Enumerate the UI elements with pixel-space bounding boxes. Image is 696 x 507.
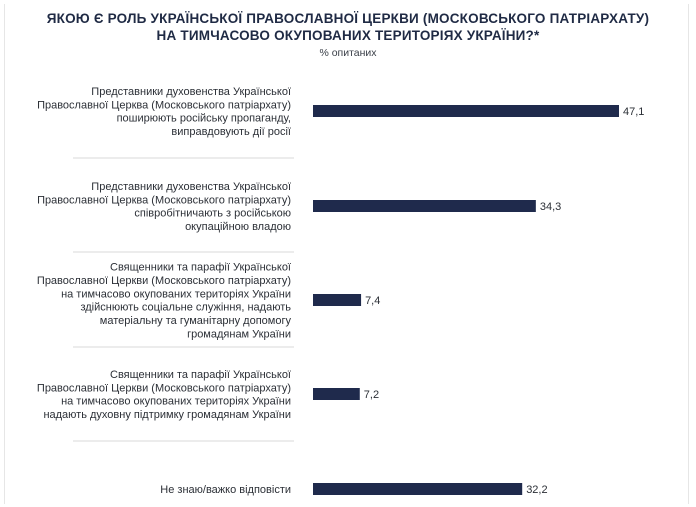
bar bbox=[313, 200, 536, 212]
category-label-line: матеріальну та гуманітарну допомогу bbox=[100, 315, 292, 327]
category-label-line: окупаційною владою bbox=[185, 221, 291, 233]
category-label: Представники духовенства Української Прав… bbox=[37, 86, 291, 138]
category-label: Священники та парафії Української Правосл… bbox=[37, 369, 291, 421]
chart-title: ЯКОЮ Є РОЛЬ УКРАЇНСЬКОЇ ПРАВОСЛАВНОЇ ЦЕР… bbox=[0, 10, 696, 44]
category-label-line: громадянам України bbox=[187, 329, 291, 341]
bar bbox=[313, 294, 362, 306]
chart-title-line-1: ЯКОЮ Є РОЛЬ УКРАЇНСЬКОЇ ПРАВОСЛАВНОЇ ЦЕР… bbox=[46, 11, 650, 26]
category-label: Священники та парафії Української Правосл… bbox=[37, 262, 292, 341]
category-label-line: надають духовну підтримку громадянам Укр… bbox=[43, 409, 291, 421]
chart-title-line-2: НА ТИМЧАСОВО ОКУПОВАНИХ ТЕРИТОРІЯХ УКРАЇ… bbox=[156, 28, 540, 43]
category-label: Не знаю/важко відповісти bbox=[160, 484, 291, 496]
category-label-line: Православної Церква (Московського патріа… bbox=[37, 194, 291, 206]
value-label: 47,1 bbox=[623, 106, 644, 118]
category-label-line: Священники та парафії Української bbox=[110, 369, 291, 381]
bar bbox=[313, 105, 619, 117]
category-label-line: Православної Церква (Московського патріа… bbox=[37, 99, 291, 111]
category-label: Представники духовенства Української Прав… bbox=[37, 181, 291, 233]
category-label-line: поширюють російську пропаганду, bbox=[117, 113, 291, 125]
category-label-line: Священники та парафії Української bbox=[110, 262, 291, 274]
value-label: 7,2 bbox=[364, 389, 379, 401]
bar bbox=[313, 483, 523, 495]
category-label-line: Православної Церкви (Московського патріа… bbox=[37, 382, 291, 394]
bar bbox=[313, 388, 360, 400]
value-label: 34,3 bbox=[540, 201, 561, 213]
category-label-line: виправдовують дії росії bbox=[171, 126, 291, 138]
value-label: 32,2 bbox=[526, 484, 547, 496]
category-label-line: Православної Церкви (Московського патріа… bbox=[37, 275, 291, 287]
category-label-line: Не знаю/важко відповісти bbox=[160, 484, 291, 496]
category-label-line: співробітничають з російською bbox=[134, 208, 291, 220]
value-label: 7,4 bbox=[365, 295, 380, 307]
category-label-line: на тимчасово окупованих територіях Украї… bbox=[61, 288, 291, 300]
category-label-line: Представники духовенства Української bbox=[91, 86, 291, 98]
category-label-line: здійснюють соціальне служіння, надають bbox=[80, 302, 291, 314]
chart-subtitle: % опитаних bbox=[319, 47, 377, 59]
category-label-line: Представники духовенства Української bbox=[91, 181, 291, 193]
category-label-line: на тимчасово окупованих територіях Украї… bbox=[61, 396, 291, 408]
chart-frame bbox=[4, 4, 689, 504]
